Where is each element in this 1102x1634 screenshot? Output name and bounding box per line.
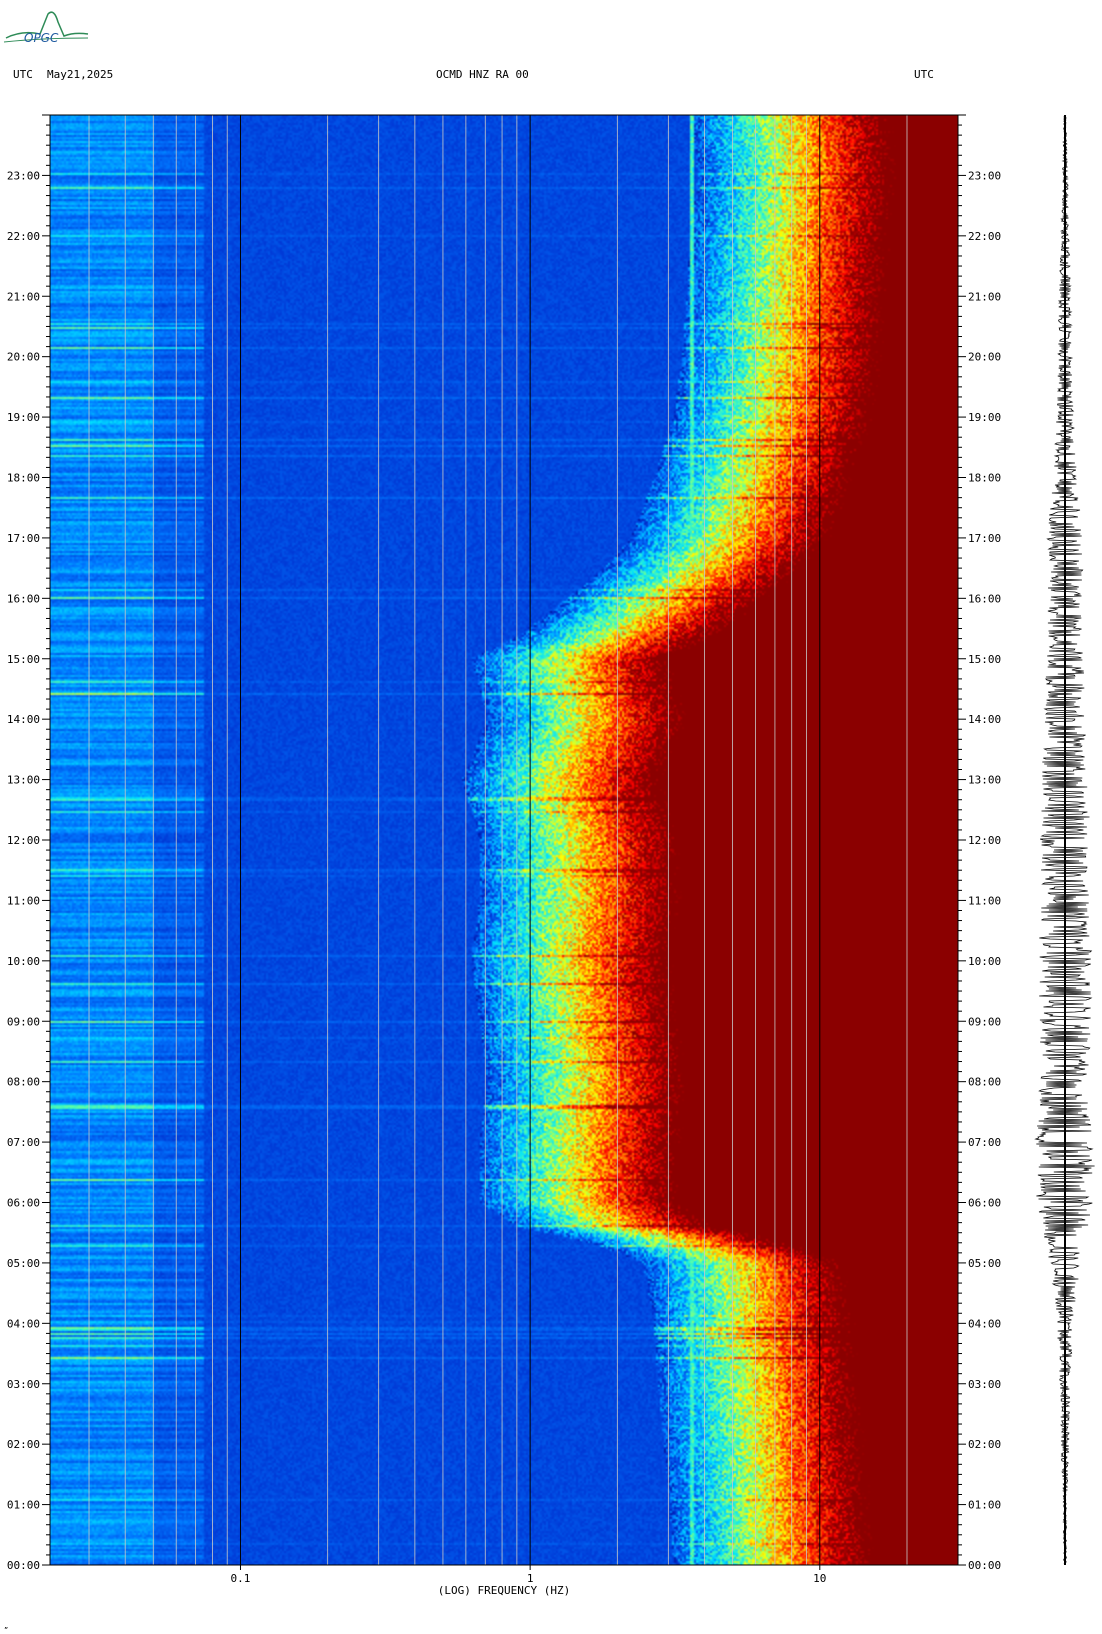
y-tick-label-left: 19:00	[7, 411, 40, 424]
header-left-timezone: UTC	[13, 68, 33, 81]
y-tick-label-right: 14:00	[968, 713, 1001, 726]
y-tick-label-left: 17:00	[7, 532, 40, 545]
x-tick-label: 10	[813, 1572, 826, 1585]
footnote-mark: „	[4, 1622, 9, 1630]
y-tick-label-left: 14:00	[7, 713, 40, 726]
y-tick-label-right: 01:00	[968, 1499, 1001, 1512]
y-tick-label-right: 18:00	[968, 472, 1001, 485]
y-tick-label-right: 11:00	[968, 894, 1001, 907]
x-tick-label: 0.1	[231, 1572, 251, 1585]
y-tick-label-left: 13:00	[7, 774, 40, 787]
y-tick-label-left: 03:00	[7, 1378, 40, 1391]
y-tick-label-left: 11:00	[7, 894, 40, 907]
header-station: OCMD HNZ RA 00	[436, 68, 529, 81]
y-tick-label-right: 08:00	[968, 1076, 1001, 1089]
y-tick-label-right: 17:00	[968, 532, 1001, 545]
x-tick-label: 1	[527, 1572, 534, 1585]
seismogram-trace	[1034, 115, 1095, 1565]
y-tick-label-right: 19:00	[968, 411, 1001, 424]
header-right-timezone: UTC	[914, 68, 934, 81]
spectrogram-plot	[50, 115, 958, 1565]
y-tick-label-left: 08:00	[7, 1076, 40, 1089]
seismogram-waveform	[1034, 115, 1095, 1565]
y-tick-label-left: 20:00	[7, 351, 40, 364]
y-tick-label-right: 06:00	[968, 1197, 1001, 1210]
frequency-gridlines	[88, 115, 908, 1565]
y-tick-label-right: 05:00	[968, 1257, 1001, 1270]
y-tick-label-right: 15:00	[968, 653, 1001, 666]
y-tick-label-right: 12:00	[968, 834, 1001, 847]
logo-text: OPGC	[24, 31, 59, 45]
y-tick-label-right: 16:00	[968, 592, 1001, 605]
y-tick-label-left: 16:00	[7, 592, 40, 605]
y-tick-label-left: 07:00	[7, 1136, 40, 1149]
opgc-logo: OPGC	[3, 11, 89, 45]
y-tick-label-left: 12:00	[7, 834, 40, 847]
header-date: May21,2025	[47, 68, 114, 81]
y-tick-label-left: 18:00	[7, 472, 40, 485]
y-tick-label-right: 23:00	[968, 169, 1001, 182]
y-tick-label-left: 09:00	[7, 1015, 40, 1028]
y-tick-label-right: 10:00	[968, 955, 1001, 968]
y-tick-label-right: 04:00	[968, 1317, 1001, 1330]
y-tick-label-left: 06:00	[7, 1197, 40, 1210]
y-tick-label-right: 13:00	[968, 774, 1001, 787]
y-tick-label-left: 01:00	[7, 1499, 40, 1512]
y-tick-label-left: 15:00	[7, 653, 40, 666]
y-tick-label-right: 07:00	[968, 1136, 1001, 1149]
y-tick-label-left: 23:00	[7, 169, 40, 182]
y-tick-label-left: 21:00	[7, 290, 40, 303]
y-tick-label-left: 05:00	[7, 1257, 40, 1270]
y-tick-label-right: 09:00	[968, 1015, 1001, 1028]
y-tick-label-left: 04:00	[7, 1317, 40, 1330]
x-axis-label: (LOG) FREQUENCY (HZ)	[438, 1584, 570, 1597]
y-tick-label-right: 03:00	[968, 1378, 1001, 1391]
y-tick-label-left: 22:00	[7, 230, 40, 243]
y-tick-label-left: 02:00	[7, 1438, 40, 1451]
y-tick-label-right: 21:00	[968, 290, 1001, 303]
y-tick-label-right: 22:00	[968, 230, 1001, 243]
y-tick-label-left: 10:00	[7, 955, 40, 968]
y-tick-label-right: 00:00	[968, 1559, 1001, 1572]
y-tick-label-right: 02:00	[968, 1438, 1001, 1451]
y-tick-label-left: 00:00	[7, 1559, 40, 1572]
y-tick-label-right: 20:00	[968, 351, 1001, 364]
